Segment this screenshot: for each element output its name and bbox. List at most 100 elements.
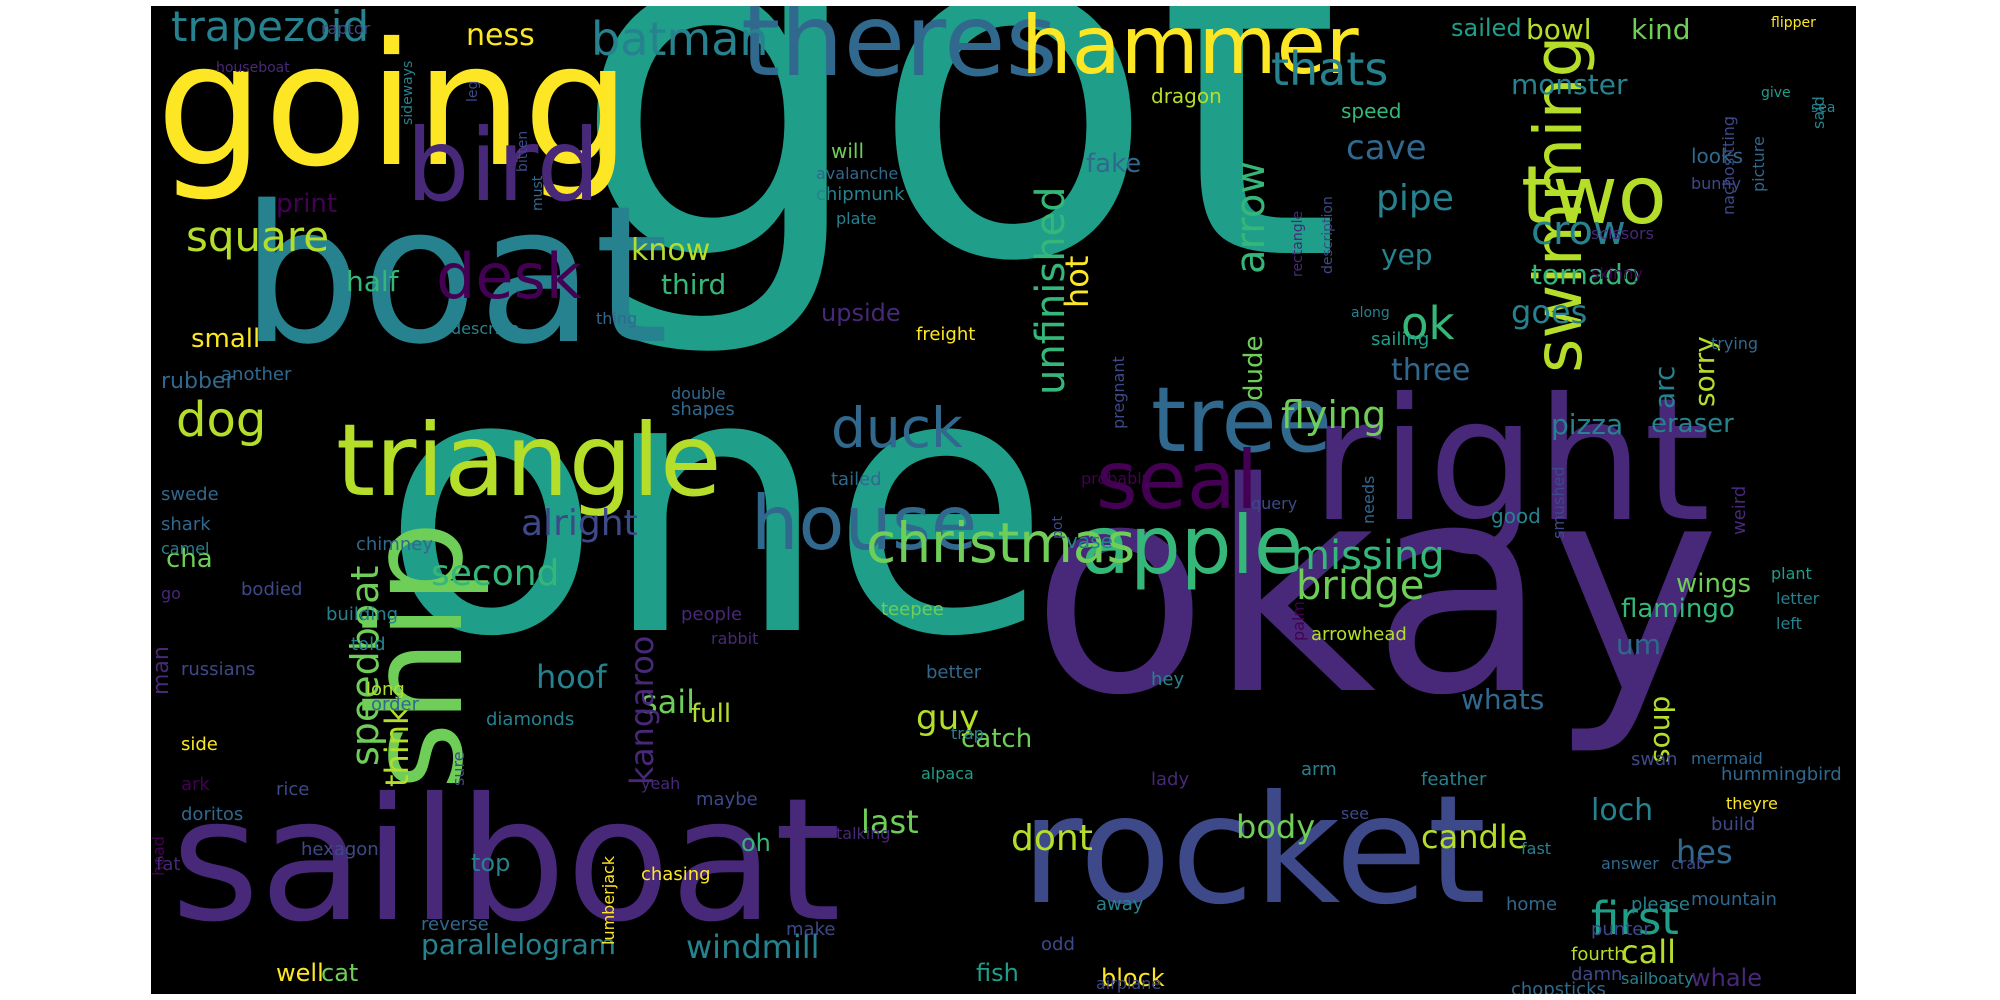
cloud-word: rice [276,779,310,800]
cloud-word: bunny [1691,174,1742,193]
cloud-word: candle [1421,818,1528,856]
cloud-word: tree [1151,368,1333,473]
cloud-word: crab [1671,854,1707,873]
cloud-word: please [1631,894,1690,915]
cloud-word: theres [741,6,1058,99]
cloud-word: well [276,959,324,987]
cloud-word: pipe [1376,178,1454,219]
cloud-word: crow [1531,208,1626,254]
cloud-word: houseboat [216,60,290,76]
cloud-word: eraser [1651,409,1734,439]
cloud-word: teepee [881,599,944,620]
cloud-word: know [631,233,711,268]
cloud-word: along [1351,305,1390,321]
cloud-word: trapezoid [171,6,370,51]
cloud-word: whats [1461,683,1545,716]
cloud-word: picture [1749,136,1768,192]
cloud-word: answer [1601,854,1659,873]
cloud-word: full [691,699,732,729]
cloud-word: people [681,604,743,625]
cloud-word: looks [1691,144,1744,168]
cloud-word: hey [1151,669,1185,690]
cloud-word: block [1101,964,1165,992]
cloud-word: fourth [1571,944,1626,965]
cloud-word: odd [1041,934,1075,955]
cloud-word: arm [1301,759,1337,780]
cloud-word: dont [1011,818,1093,859]
cloud-word: print [276,189,338,219]
cloud-word: needs [1359,475,1378,524]
cloud-word: left [1776,614,1802,633]
cloud-word: hexagon [301,839,379,860]
cloud-word: wings [1676,569,1752,599]
cloud-word: sailing [1371,329,1430,350]
cloud-word: small [191,324,261,354]
cloud-word: square [186,212,330,261]
cloud-word: ness [466,18,535,53]
cloud-word: description [1320,196,1336,274]
cloud-word: duck [831,396,963,460]
cloud-word: sailboat [171,762,841,960]
cloud-word: trap [951,724,984,743]
cloud-word: dude [1239,335,1269,401]
cloud-word: sure [449,751,468,786]
cloud-word: must [530,175,546,211]
cloud-word: bitten [515,130,531,172]
cloud-word: first [1591,892,1679,945]
cloud-word: alright [521,503,638,544]
cloud-word: side [181,734,218,755]
cloud-word: half [346,265,399,298]
cloud-word: plate [836,209,877,228]
cloud-word: chipmunk [816,184,905,205]
cloud-word: skinny [1591,264,1643,283]
cloud-word: okay [1031,422,1721,759]
cloud-word: fat [156,854,181,875]
cloud-word: upside [821,299,901,327]
cloud-word: swede [161,484,219,505]
cloud-word: arc [1648,365,1681,409]
cloud-word: catch [961,724,1033,754]
cloud-word: mermaid [1691,749,1763,768]
cloud-word: shapes [671,399,735,420]
cloud-word: swan [1631,749,1678,770]
cloud-word: pizza [1551,408,1624,441]
cloud-word: build [1711,814,1756,835]
word-cloud: got one okay sailboat rocket boat going … [151,6,1856,994]
cloud-word: long [366,679,405,700]
cloud-word: body [1236,808,1316,846]
cloud-word: alpaca [921,764,974,783]
cloud-word: speed [1341,99,1402,123]
cloud-word: house [751,479,978,567]
cloud-word: two [1521,149,1667,242]
cloud-word: feather [1421,769,1487,790]
cloud-word: pot [1050,516,1066,539]
cloud-word: trying [1711,334,1759,353]
cloud-word: rocket [1021,764,1487,938]
cloud-word: good [1491,504,1541,528]
cloud-word: punter [1591,919,1651,940]
cloud-word: sail [641,683,696,721]
cloud-word: talking [836,824,891,843]
cloud-word: bodied [241,579,303,600]
cloud-word: cha [166,544,213,574]
cloud-word: rubber [161,369,235,394]
cloud-word: batman [591,12,769,66]
cloud-word: see [1341,804,1370,823]
cloud-word: another [221,364,292,385]
cloud-word: parallelogram [421,928,617,961]
cloud-word: russians [181,659,256,680]
cloud-word: ok [1401,297,1455,350]
cloud-word: one [381,296,1051,715]
cloud-word: windmill [686,928,820,966]
cloud-word: rectangle [1290,210,1306,277]
cloud-word: sailed [1451,14,1522,42]
cloud-word: chimney [356,534,433,555]
cloud-word: hoof [536,658,607,696]
cloud-word: man [151,646,174,695]
cloud-word: missing [1291,533,1445,579]
cloud-word: maybe [696,789,758,810]
cloud-word: away [1096,894,1144,915]
cloud-word: make [786,919,836,940]
cloud-word: kangaroo [623,635,661,785]
cloud-word: sideways [400,60,416,125]
